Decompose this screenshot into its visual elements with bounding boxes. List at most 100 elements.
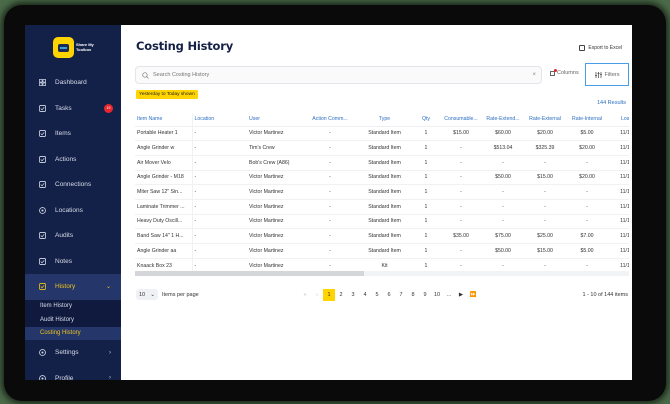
sidebar-item-tasks[interactable]: Tasks 19 bbox=[25, 96, 121, 122]
submenu-item-audit-history[interactable]: Audit History bbox=[40, 316, 75, 323]
column-header[interactable]: Rate-Internal bbox=[566, 113, 608, 127]
sidebar-item-settings[interactable]: Settings › bbox=[25, 340, 121, 366]
next-page-icon[interactable]: ▶ bbox=[458, 292, 464, 298]
search-input[interactable] bbox=[153, 72, 541, 78]
page-button[interactable]: 10 bbox=[433, 292, 441, 298]
column-header[interactable]: Action Comm... bbox=[303, 113, 357, 127]
sidebar-item-label: Actions bbox=[55, 155, 77, 163]
table-row[interactable]: Miter Saw 12" Sin... - Victor Martinez - Sta… bbox=[135, 184, 629, 200]
column-header[interactable]: User bbox=[247, 113, 303, 127]
table-cell: 11/19/202 bbox=[608, 170, 629, 186]
location-pin-icon bbox=[39, 206, 46, 214]
toolbox-logo-icon bbox=[53, 37, 74, 58]
sidebar-item-dashboard[interactable]: Dashboard bbox=[25, 70, 121, 96]
page-button[interactable]: 2 bbox=[339, 292, 343, 298]
page-button[interactable]: 7 bbox=[399, 292, 403, 298]
first-page-icon[interactable]: « bbox=[303, 292, 307, 298]
table-cell: - bbox=[303, 228, 357, 244]
table-cell: $20.00 bbox=[524, 126, 566, 142]
table-cell: Angle Grinder w bbox=[135, 140, 193, 156]
sidebar-item-notes[interactable]: Notes bbox=[25, 249, 121, 275]
page-button[interactable]: 1 bbox=[323, 289, 335, 301]
column-header[interactable]: Loan Dat bbox=[608, 113, 629, 127]
column-header[interactable]: Item Name bbox=[135, 113, 193, 127]
scrollbar-thumb[interactable] bbox=[135, 271, 364, 276]
table-row[interactable]: Air Mover Velo - Bob's Crew (A86) - Standard… bbox=[135, 155, 629, 171]
columns-button[interactable]: Columns bbox=[550, 68, 579, 76]
filters-label: Filters bbox=[604, 71, 620, 78]
table-cell: $75.00 bbox=[482, 228, 524, 244]
per-page-value: 10 bbox=[139, 291, 146, 298]
table-cell: 1 bbox=[412, 199, 440, 215]
column-header[interactable]: Rate-Extend... bbox=[482, 113, 524, 127]
filters-button[interactable]: Filters bbox=[585, 63, 629, 86]
page-button[interactable]: 5 bbox=[375, 292, 379, 298]
table-cell: - bbox=[440, 184, 482, 200]
sidebar-item-locations[interactable]: Locations bbox=[25, 198, 121, 224]
table-cell: 1 bbox=[412, 155, 440, 171]
actions-icon bbox=[39, 155, 46, 163]
table-cell: - bbox=[192, 214, 247, 230]
page-button[interactable]: 3 bbox=[351, 292, 355, 298]
logo[interactable]: Share My Toolbox bbox=[53, 37, 94, 58]
export-excel-button[interactable]: Export to Excel bbox=[579, 45, 622, 51]
sidebar-item-audits[interactable]: Audits bbox=[25, 223, 121, 249]
table-cell: - bbox=[482, 199, 524, 215]
toolbox-icon bbox=[39, 130, 46, 138]
table-cell: - bbox=[303, 155, 357, 171]
pagination-ellipsis[interactable]: ... bbox=[446, 292, 452, 298]
sidebar-item-label: Audits bbox=[55, 232, 74, 240]
table-cell: - bbox=[524, 184, 566, 200]
table-row[interactable]: Portable Heater 1- Victor Martinez - Standa… bbox=[135, 126, 629, 142]
table-cell: $325.39 bbox=[524, 140, 566, 156]
table-cell: 11/19/202 bbox=[608, 228, 629, 244]
prev-page-icon[interactable]: ‹ bbox=[316, 292, 318, 298]
page-button[interactable]: 6 bbox=[387, 292, 391, 298]
page-button[interactable]: 4 bbox=[363, 292, 367, 298]
table-cell: $60.00 bbox=[482, 126, 524, 142]
range-label: 1 - 10 of 144 items bbox=[582, 292, 628, 298]
submenu-item-costing-history[interactable]: Costing History bbox=[25, 326, 121, 340]
table-cell: - bbox=[303, 126, 357, 142]
sidebar-item-profile[interactable]: Profile › bbox=[25, 366, 121, 380]
table-cell: Angle Grinder - M18 bbox=[135, 170, 193, 186]
page-button[interactable]: 9 bbox=[423, 292, 427, 298]
table-cell: - bbox=[192, 155, 247, 171]
table-row[interactable]: Angle Grinder w - Tim's Crew - Standard Item… bbox=[135, 140, 629, 156]
table-cell: $513.04 bbox=[482, 140, 524, 156]
table-cell: - bbox=[303, 170, 357, 186]
table-row[interactable]: Band Saw 14" 1 H... - Victor Martinez - Stan… bbox=[135, 228, 629, 244]
sidebar-item-connections[interactable]: Connections bbox=[25, 172, 121, 198]
table-row[interactable]: Heavy Duty Oscill... - Victor Martinez - Sta… bbox=[135, 214, 629, 230]
chevron-right-icon: › bbox=[109, 375, 111, 380]
per-page-select[interactable]: 10 ⌄ bbox=[136, 289, 158, 300]
column-header[interactable]: Rate-External bbox=[524, 113, 566, 127]
per-page-label: Items per page bbox=[162, 291, 199, 298]
table-cell: - bbox=[303, 140, 357, 156]
table-cell: - bbox=[566, 155, 608, 171]
table-row[interactable]: Laminate Trimmer ... - Victor Martinez - Sta… bbox=[135, 199, 629, 215]
sidebar-item-actions[interactable]: Actions bbox=[25, 147, 121, 173]
table-cell: $5.00 bbox=[566, 243, 608, 259]
table-cell: - bbox=[192, 184, 247, 200]
sidebar-item-items[interactable]: Items bbox=[25, 121, 121, 147]
column-header[interactable]: Location bbox=[192, 113, 247, 127]
last-page-icon[interactable]: ⏩ bbox=[469, 292, 477, 298]
column-header[interactable]: Consumable... bbox=[440, 113, 482, 127]
page-button[interactable]: 8 bbox=[411, 292, 415, 298]
export-label: Export to Excel bbox=[588, 45, 622, 51]
submenu-item-item-history[interactable]: Item History bbox=[40, 303, 73, 310]
check-square-icon bbox=[39, 104, 46, 112]
table-cell: Standard Item bbox=[357, 199, 412, 215]
column-header[interactable]: Qty bbox=[412, 113, 440, 127]
horizontal-scrollbar[interactable] bbox=[135, 271, 629, 276]
sidebar-item-history[interactable]: History ⌄ bbox=[25, 274, 121, 300]
column-header[interactable]: Type bbox=[357, 113, 412, 127]
table-row[interactable]: Angle Grinder aa - Victor Martinez - Standar… bbox=[135, 243, 629, 259]
table-row[interactable]: Knaack Box 23- Victor Martinez - Kit 1- - - -11… bbox=[135, 258, 629, 274]
date-filter-chip[interactable]: Yesterday to Today shown bbox=[136, 90, 198, 99]
table-cell: - bbox=[303, 243, 357, 259]
table-row[interactable]: Angle Grinder - M18- Victor Martinez - Stan… bbox=[135, 170, 629, 186]
table-cell: Standard Item bbox=[357, 170, 412, 186]
clear-search-icon[interactable]: × bbox=[532, 72, 536, 78]
